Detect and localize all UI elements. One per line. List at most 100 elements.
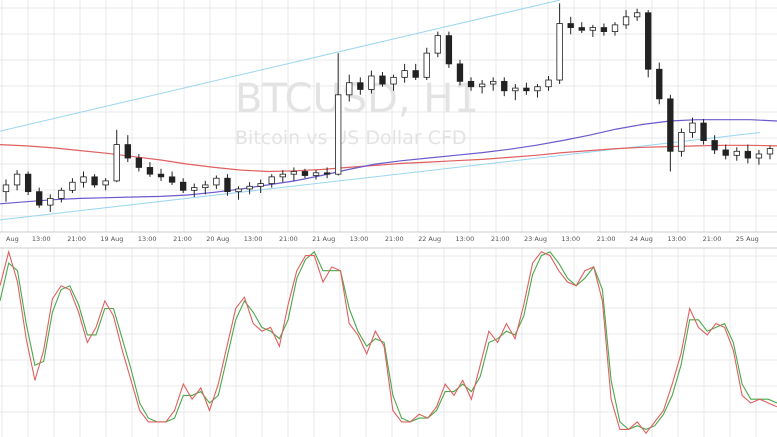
candle-body [578,27,585,31]
candle-body [478,83,486,88]
candle-body [246,185,253,190]
candle-body [556,23,563,81]
candle-body [656,68,663,100]
moving-average-slow [0,119,777,205]
candlesticks-layer [2,3,774,212]
candle-body [357,82,364,90]
candle-body [36,191,43,206]
x-tick-label: 23 Aug [524,235,547,243]
candle-body [102,180,109,186]
candle-body [47,197,54,206]
candle-body [645,12,652,70]
candle-body [2,184,10,193]
candle-body [346,82,353,96]
x-tick-label: 13:00 [561,235,580,243]
x-tick-label: 13:00 [244,235,263,243]
oscillator-signal-line [0,250,777,431]
x-tick-label: 21 Aug [312,235,335,243]
candle-body [633,12,641,18]
oscillator-layer [0,249,777,435]
x-tick-label: 19 Aug [100,235,123,243]
candle-body [401,70,408,78]
candle-body [301,171,309,176]
candle-body [69,181,76,191]
candle-body [179,181,187,191]
candle-body [157,173,165,178]
candle-body [257,183,264,187]
candle-body [412,70,419,78]
x-tick-label: 21:00 [279,235,298,243]
candle-body [423,52,430,78]
candle-body [312,172,320,176]
candle-body [512,87,519,92]
candle-body [335,94,342,175]
candle-body [733,150,740,156]
candle-body [678,132,685,152]
candle-body [434,35,441,54]
candle-body [224,177,231,193]
candle-body [13,173,21,186]
x-tick-label: 13:00 [32,235,51,243]
candle-body [368,75,375,90]
x-tick-label: 13:00 [456,235,475,243]
candle-body [290,171,298,175]
candle-body [744,150,752,159]
watermark-subtitle: Bitcoin vs US Dollar CFD [235,127,467,149]
candle-body [534,86,541,92]
oscillator-main-line [0,249,777,435]
candle-body [667,98,674,152]
candle-body [390,76,397,85]
candle-body [24,173,32,193]
x-tick-label: Aug [6,235,19,243]
x-tick-label: 13:00 [350,235,369,243]
x-tick-label: 20 Aug [206,235,229,243]
candle-body [501,80,508,92]
x-tick-label: 21:00 [703,235,722,243]
candle-body [58,189,65,199]
candle-body [722,149,729,156]
candle-body [600,27,608,33]
candle-body [622,16,630,26]
candle-body [545,79,552,88]
candle-body [589,27,597,31]
x-tick-label: 21:00 [597,235,616,243]
watermark-symbol: BTCUSD, H1 [235,76,479,122]
candle-body [268,176,275,184]
candle-body [467,80,475,88]
watermark: BTCUSD, H1 Bitcoin vs US Dollar CFD [235,76,479,149]
candle-body [766,148,774,155]
candle-body [445,35,453,65]
channel-upper-line [0,0,561,132]
candle-body [135,157,143,168]
candle-body [191,187,198,191]
x-tick-label: 13:00 [138,235,157,243]
candle-body [91,176,98,186]
candle-body [700,122,707,141]
candle-body [124,144,131,159]
x-axis-ticks: Aug 13:00 21:00 19 Aug 13:00 21:00 20 Aug 13:00… [6,235,759,243]
x-tick-label: 24 Aug [630,235,653,243]
x-tick-label: 25 Aug [736,235,759,243]
x-tick-label: 22 Aug [418,235,441,243]
x-tick-label: 21:00 [67,235,86,243]
candle-body [202,184,209,189]
candle-body [755,153,763,159]
candle-body [379,75,386,85]
candle-body [279,173,286,178]
candle-body [611,24,619,33]
trend-channel-layer [0,0,761,221]
candle-body [523,87,530,92]
x-tick-label: 13:00 [667,235,686,243]
candle-body [146,167,154,175]
candle-body [323,172,331,175]
candle-body [456,63,464,82]
candle-body [168,176,176,183]
candle-body [689,122,696,133]
x-tick-label: 21:00 [385,235,404,243]
x-tick-label: 21:00 [173,235,192,243]
candle-body [490,80,497,85]
candle-body [567,23,574,28]
